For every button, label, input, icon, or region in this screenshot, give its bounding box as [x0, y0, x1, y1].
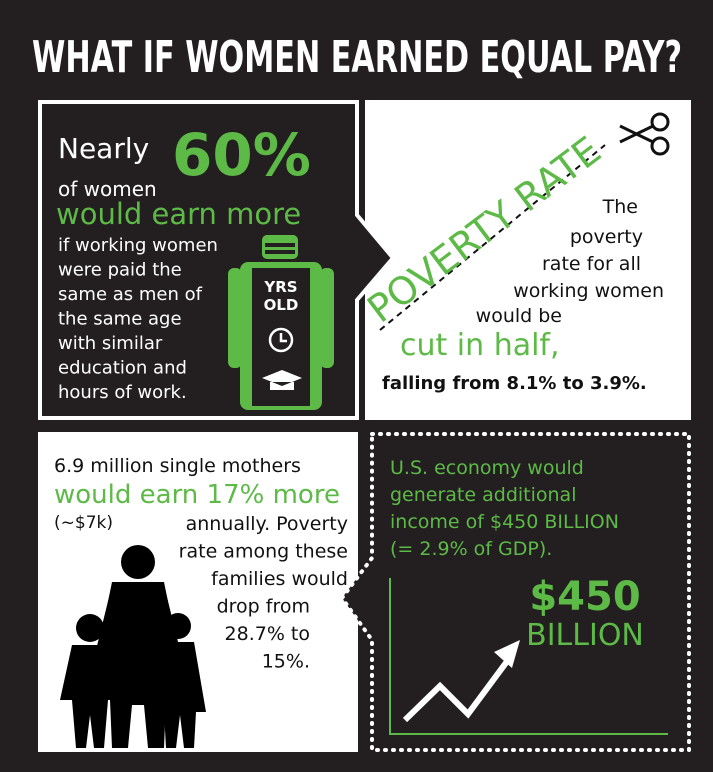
pay-line: were paid the — [58, 260, 182, 281]
pay-line: the same age — [58, 309, 182, 330]
poverty-panel — [365, 100, 691, 420]
poverty-line: rate for all — [542, 253, 641, 275]
clock-icon — [268, 327, 294, 353]
mothers-line: 28.7% to — [225, 623, 310, 645]
mothers-headline: would earn 17% more — [54, 480, 340, 510]
economy-unit: BILLION — [526, 618, 644, 653]
mothers-intro: 6.9 million single mothers — [54, 455, 301, 477]
pay-line: education and — [58, 358, 187, 379]
economy-line: U.S. economy would — [390, 457, 584, 479]
pay-line: if working women — [58, 235, 218, 256]
economy-line: generate additional — [390, 484, 576, 506]
figure-stripe — [265, 243, 295, 247]
poverty-line: poverty — [570, 226, 643, 248]
mothers-line: drop from — [217, 596, 310, 618]
pay-stat: 60% — [172, 121, 311, 189]
pay-line: hours of work. — [58, 382, 187, 403]
economy-panel — [339, 432, 691, 752]
mothers-aside: (~$7k) — [54, 513, 113, 533]
economy-line: income of $450 BILLION — [390, 511, 619, 533]
poverty-headline: cut in half, — [400, 328, 560, 363]
chart-axes — [389, 578, 668, 735]
cut-line — [379, 144, 606, 331]
poverty-detail: falling from 8.1% to 3.9%. — [382, 373, 647, 394]
poverty-line: working women — [513, 280, 664, 302]
figure-stripe — [265, 250, 295, 254]
poverty-line: would be — [476, 305, 562, 327]
figure-label: YRS — [263, 278, 297, 296]
economy-line: (= 2.9% of GDP). — [390, 538, 552, 560]
pay-intro: Nearly — [58, 132, 149, 165]
mothers-line: 15%. — [262, 651, 310, 673]
pay-headline: would earn more — [56, 197, 301, 231]
economy-amount: $450 — [529, 574, 640, 620]
scissors-icon — [619, 112, 670, 156]
mothers-line: rate among these — [179, 541, 348, 563]
growth-arrowhead — [494, 640, 520, 668]
figure-label: OLD — [264, 296, 299, 314]
grad-cap-icon — [262, 370, 302, 390]
pay-line: same as men of — [58, 284, 203, 305]
growth-line — [402, 658, 511, 723]
title: WHAT IF WOMEN EARNED EQUAL PAY? — [32, 32, 682, 83]
pay-subject: of women — [58, 177, 157, 201]
mothers-line: annually. Poverty — [186, 513, 348, 535]
poverty-line: The — [602, 196, 638, 218]
pay-line: with similar — [58, 333, 163, 354]
clock-hands — [279, 333, 287, 343]
family-silhouette — [60, 545, 206, 748]
mothers-line: families would — [211, 568, 348, 590]
